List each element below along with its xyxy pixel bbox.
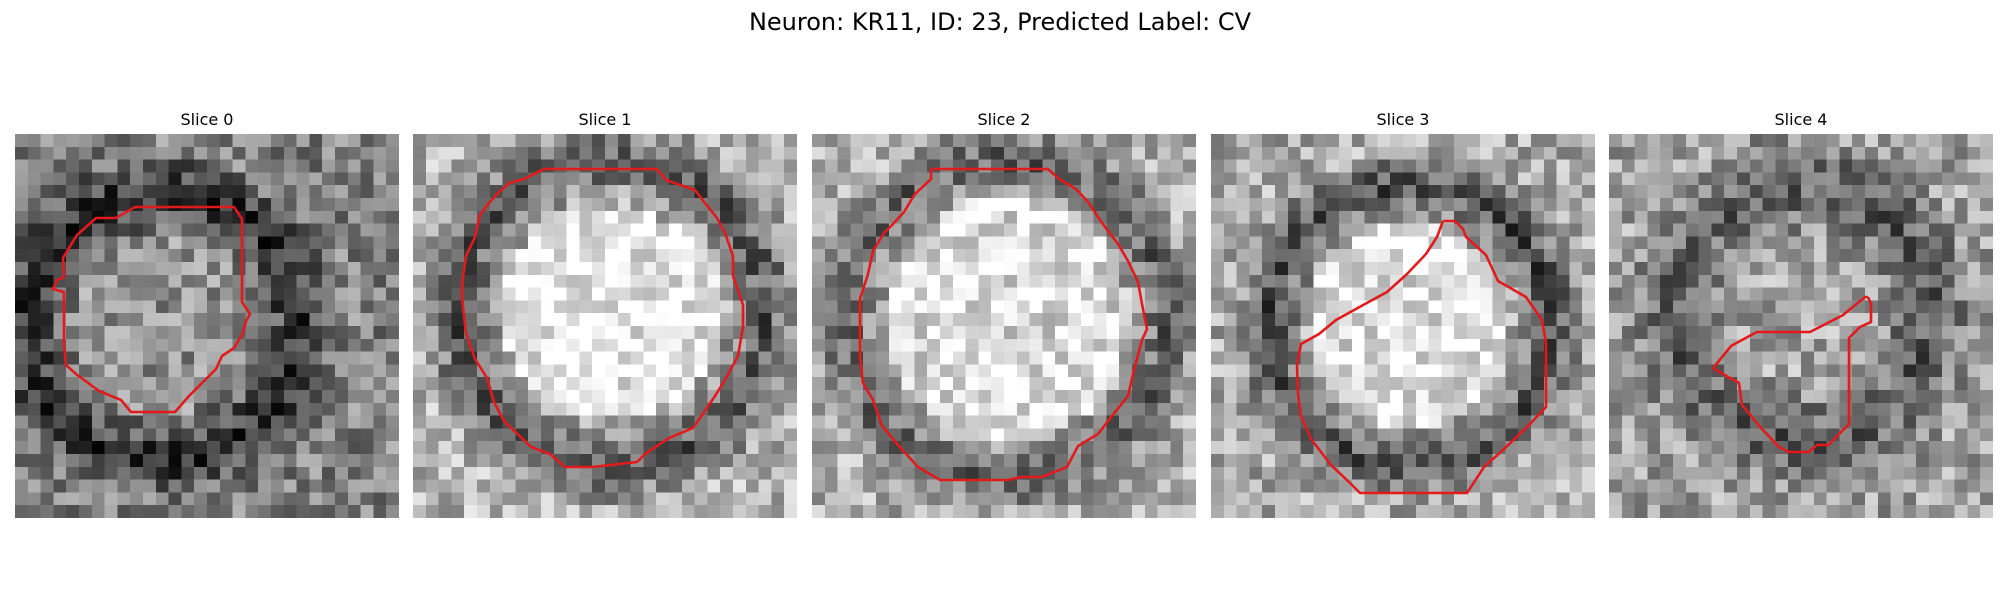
boundary-contour bbox=[51, 205, 252, 414]
contour-overlay bbox=[51, 205, 252, 414]
grayscale-pixel-grid bbox=[413, 134, 797, 518]
contour-overlay bbox=[858, 167, 1149, 482]
figure-title: Neuron: KR11, ID: 23, Predicted Label: C… bbox=[748, 8, 1252, 36]
microscopy-image bbox=[15, 134, 399, 518]
boundary-contour bbox=[460, 167, 745, 469]
grayscale-pixel-grid bbox=[812, 134, 1196, 518]
boundary-contour bbox=[1295, 219, 1548, 495]
contour-overlay bbox=[460, 167, 745, 469]
grayscale-pixel-grid bbox=[1211, 134, 1595, 518]
boundary-contour bbox=[858, 167, 1149, 482]
boundary-contour bbox=[1712, 295, 1873, 454]
grayscale-pixel-grid bbox=[15, 134, 399, 518]
slice-panel-1: Slice 1 bbox=[413, 108, 797, 518]
contour-overlay bbox=[1295, 219, 1548, 495]
contour-overlay bbox=[1712, 295, 1873, 454]
slice-panel-4: Slice 4 bbox=[1609, 108, 1993, 518]
slice-title: Slice 0 bbox=[180, 110, 234, 129]
slice-title: Slice 2 bbox=[977, 110, 1031, 129]
slice-title: Slice 1 bbox=[578, 110, 632, 129]
grayscale-pixel-grid bbox=[1609, 134, 1993, 518]
slice-panel-3: Slice 3 bbox=[1211, 108, 1595, 518]
slice-title: Slice 3 bbox=[1376, 110, 1430, 129]
slice-title: Slice 4 bbox=[1774, 110, 1828, 129]
microscopy-image bbox=[1211, 134, 1595, 518]
microscopy-image bbox=[1609, 134, 1993, 518]
slice-panel-2: Slice 2 bbox=[812, 108, 1196, 518]
slice-panel-0: Slice 0 bbox=[15, 108, 399, 518]
microscopy-image bbox=[413, 134, 797, 518]
microscopy-image bbox=[812, 134, 1196, 518]
